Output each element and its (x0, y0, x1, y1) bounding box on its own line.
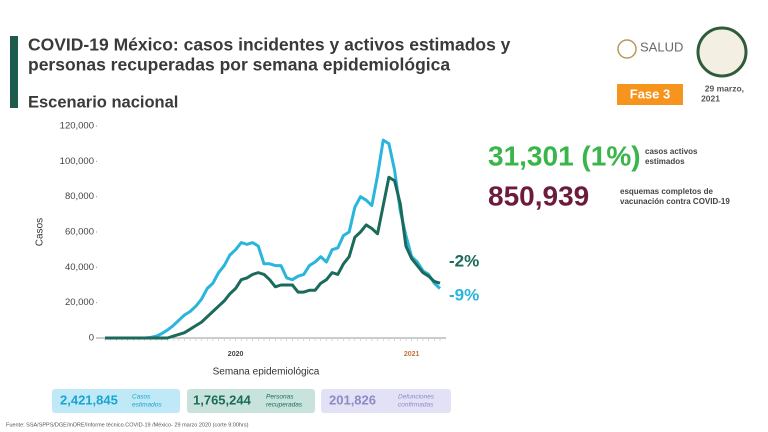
summary-label: confirmadas (398, 402, 434, 409)
summary-label: Defunciones (398, 394, 435, 401)
active-value: 31,301 (1%) (488, 140, 641, 171)
x-axis-label: Semana epidemiológica (213, 367, 320, 378)
anniversary-emblem (696, 26, 748, 78)
phase-badge (617, 84, 683, 105)
y-tick-label: 20,000 (65, 297, 94, 308)
logo-text: SALUD (640, 39, 683, 54)
accent-bar (10, 36, 18, 108)
summary-value: 201,826 (329, 392, 376, 407)
y-tick-label: 100,000 (60, 156, 94, 167)
end-annotation: -9% (449, 285, 479, 304)
y-tick-label: 60,000 (65, 227, 94, 238)
series-line (105, 175, 441, 340)
summary-label: estimados (132, 402, 162, 409)
vaccination-value: 850,939 (488, 180, 589, 211)
summary-label: Personas (266, 394, 294, 401)
x-tick-label: 2020 (228, 351, 244, 358)
title-line: personas recuperadas por semana epidemio… (28, 55, 450, 75)
series-line (105, 138, 442, 340)
y-axis-label: Casos (35, 218, 46, 246)
active-label: estimados (645, 157, 685, 166)
date: 2021 (701, 93, 720, 103)
summary-box (52, 389, 180, 413)
y-tick-label: 120,000 (60, 121, 94, 132)
summary-box (187, 389, 315, 413)
vaccination-label: esquemas completos de (620, 187, 713, 196)
active-label: casos activos (645, 147, 698, 156)
subtitle: Escenario nacional (28, 93, 178, 111)
vaccination-label: vacunación contra COVID-19 (620, 197, 730, 206)
title-line: COVID-19 México: casos incidentes y acti… (28, 35, 511, 55)
x-tick-label: 2021 (404, 351, 420, 358)
summary-box (321, 389, 451, 413)
y-tick-label: 80,000 (65, 191, 94, 202)
footer: Fuente: SSA/SPPS/DGE/InDRE/Informe técni… (6, 422, 249, 428)
logo-emblem (617, 39, 637, 59)
summary-label: Casos (132, 394, 151, 401)
y-tick-label: 40,000 (65, 262, 94, 273)
summary-value: 1,765,244 (193, 392, 252, 407)
end-annotation: -2% (449, 251, 479, 270)
phase-text: Fase 3 (630, 86, 670, 101)
y-tick-label: 0 (89, 333, 94, 344)
summary-value: 2,421,845 (60, 392, 118, 407)
date: 29 marzo, (705, 83, 744, 93)
summary-label: recuperadas (266, 402, 303, 409)
